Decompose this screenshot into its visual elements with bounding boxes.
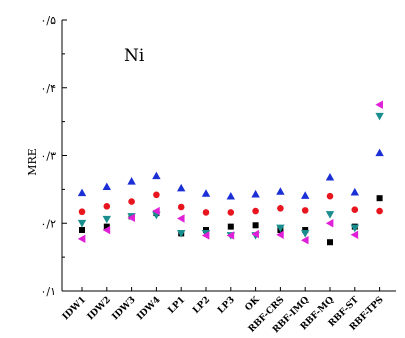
data-point-series-5-idw3	[127, 213, 135, 223]
x-tick-label: LP2	[191, 295, 212, 316]
data-point-series-2-rbf-crs	[277, 205, 284, 212]
x-tick-label: IDW4	[135, 295, 162, 322]
data-point-series-3-rbf-st	[350, 187, 359, 196]
data-point-series-3-idw4	[152, 171, 161, 180]
x-tick-label: IDW2	[86, 295, 113, 322]
data-point-series-5-rbf-mq	[325, 219, 334, 228]
data-point-series-5-lp3	[226, 231, 235, 240]
data-point-series-2-rbf-imq	[301, 207, 309, 214]
data-point-series-3-rbf-crs	[276, 187, 285, 195]
data-point-series-2-rbf-tps	[376, 207, 383, 215]
y-tick-label: ۰/۵	[40, 14, 56, 27]
data-point-series-2-rbf-st	[351, 206, 359, 213]
data-point-series-1-lp3	[227, 223, 234, 230]
data-point-series-2-ok	[252, 207, 259, 215]
x-tick-label: OK	[244, 294, 263, 313]
data-point-series-2-lp3	[227, 209, 235, 216]
data-point-series-5-lp2	[201, 231, 210, 240]
data-point-series-5-idw2	[102, 225, 111, 235]
data-point-series-5-rbf-tps	[375, 100, 383, 109]
data-point-series-3-lp2	[201, 189, 211, 197]
data-point-series-3-rbf-tps	[375, 148, 384, 157]
data-point-series-5-rbf-st	[350, 230, 359, 239]
y-tick-label: ۰/۱	[40, 285, 56, 298]
data-point-series-2-idw2	[103, 203, 111, 210]
data-point-series-4-rbf-crs	[276, 224, 285, 233]
data-point-series-1-ok	[252, 222, 259, 229]
data-point-series-4-rbf-st	[350, 224, 359, 233]
data-point-series-4-rbf-tps	[375, 112, 384, 121]
data-marks	[77, 100, 384, 246]
data-point-series-3-lp3	[226, 191, 235, 200]
data-point-series-5-rbf-imq	[301, 235, 309, 245]
x-tick-label: LP1	[167, 295, 188, 316]
data-point-series-3-ok	[251, 189, 260, 198]
data-point-series-4-lp1	[177, 230, 186, 238]
x-tick-label: IDW1	[61, 295, 88, 322]
data-point-series-1-lp2	[203, 227, 209, 234]
data-point-series-4-rbf-mq	[325, 211, 335, 219]
data-point-series-5-idw4	[152, 206, 160, 216]
y-ticks: ۰/۱ ۰/۲ ۰/۳ ۰/۴ ۰/۵	[40, 14, 67, 298]
data-point-series-4-idw2	[102, 215, 111, 224]
data-point-series-2-lp2	[202, 209, 210, 216]
data-point-series-5-rbf-crs	[276, 230, 284, 239]
data-point-series-3-rbf-mq	[325, 172, 335, 181]
data-point-series-4-idw1	[77, 219, 87, 228]
data-point-series-5-idw1	[77, 234, 86, 244]
y-tick-label: ۰/۳	[40, 150, 56, 163]
data-point-series-1-rbf-mq	[327, 239, 333, 246]
data-point-series-1-rbf-imq	[302, 227, 309, 234]
data-point-series-2-rbf-mq	[326, 192, 334, 200]
data-point-series-3-idw1	[77, 188, 87, 197]
axes	[61, 20, 396, 292]
data-point-series-2-idw3	[128, 198, 135, 205]
data-point-series-3-lp1	[177, 183, 186, 192]
data-point-series-2-lp1	[177, 203, 185, 211]
data-point-series-1-idw2	[103, 223, 110, 230]
chart-title: Ni	[124, 46, 145, 66]
data-point-series-1-idw1	[79, 227, 85, 234]
data-point-series-2-idw4	[153, 191, 160, 199]
y-tick-label: ۰/۲	[40, 217, 56, 230]
data-point-series-4-rbf-imq	[301, 230, 310, 238]
y-axis-label: MRE	[26, 148, 39, 176]
data-point-series-2-idw1	[78, 208, 86, 216]
y-tick-label: ۰/۴	[40, 82, 56, 95]
data-point-series-3-idw2	[102, 182, 111, 191]
x-tick-label: IDW3	[111, 295, 138, 322]
data-point-series-5-lp1	[177, 214, 185, 223]
data-point-series-3-idw3	[127, 177, 136, 185]
data-point-series-1-rbf-tps	[376, 195, 383, 202]
data-point-series-5-ok	[251, 229, 259, 239]
x-tick-label: LP3	[216, 295, 237, 316]
data-point-series-3-rbf-imq	[301, 191, 310, 199]
